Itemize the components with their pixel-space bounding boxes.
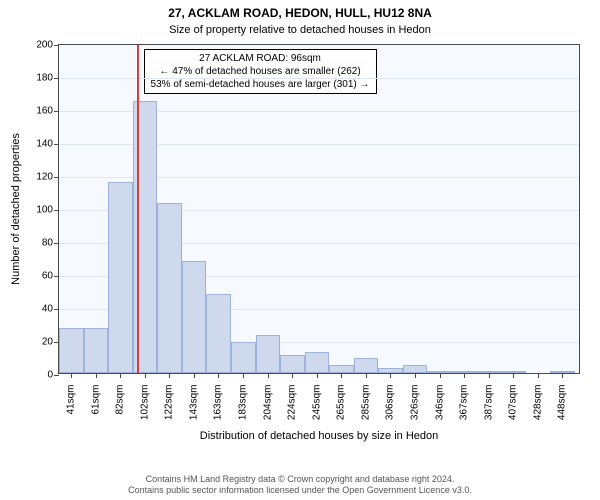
xtick-label: 183sqm [238,385,249,421]
ytick-mark [54,276,59,277]
xtick-label: 367sqm [459,385,470,421]
histogram-bar [403,365,428,373]
ytick-label: 60 [42,271,53,282]
ytick-mark [54,45,59,46]
xtick-label: 82sqm [115,385,126,415]
ytick-label: 20 [42,337,53,348]
reference-line [137,45,139,373]
histogram-bar [59,328,84,373]
ytick-mark [54,78,59,79]
ytick-label: 140 [36,139,53,150]
histogram-bar [280,355,305,373]
xtick-label: 224sqm [287,385,298,421]
xtick-label: 387sqm [483,385,494,421]
xtick-label: 143sqm [188,385,199,421]
xtick-mark [390,373,391,378]
credits-line2: Contains public sector information licen… [0,485,600,496]
chart-title: 27, ACKLAM ROAD, HEDON, HULL, HU12 8NA [0,6,600,20]
plot-area: 27 ACKLAM ROAD: 96sqm ← 47% of detached … [58,44,580,374]
histogram-bar [157,203,182,373]
xtick-mark [145,373,146,378]
ytick-label: 180 [36,73,53,84]
ytick-label: 200 [36,40,53,51]
histogram-bar [354,358,379,373]
histogram-bar [182,261,207,373]
ytick-label: 120 [36,172,53,183]
xtick-label: 265sqm [336,385,347,421]
xtick-mark [317,373,318,378]
ytick-label: 40 [42,304,53,315]
x-axis-label: Distribution of detached houses by size … [200,430,438,442]
xtick-mark [440,373,441,378]
xtick-mark [513,373,514,378]
histogram-bar [231,342,256,373]
histogram-bar [329,365,354,373]
xtick-mark [120,373,121,378]
annotation-line3: 53% of semi-detached houses are larger (… [151,78,370,91]
ytick-mark [54,375,59,376]
xtick-mark [243,373,244,378]
xtick-label: 41sqm [66,385,77,415]
annotation-line1: 27 ACKLAM ROAD: 96sqm [151,52,370,65]
xtick-label: 204sqm [262,385,273,421]
xtick-label: 102sqm [139,385,150,421]
xtick-mark [194,373,195,378]
xtick-label: 122sqm [164,385,175,421]
ytick-label: 100 [36,205,53,216]
xtick-mark [415,373,416,378]
y-axis-label: Number of detached properties [10,133,22,285]
histogram-bar [256,335,281,373]
histogram-bar [84,328,109,373]
histogram-bar [305,352,330,373]
xtick-mark [538,373,539,378]
xtick-label: 407sqm [508,385,519,421]
xtick-mark [96,373,97,378]
xtick-mark [366,373,367,378]
ytick-mark [54,309,59,310]
xtick-mark [489,373,490,378]
xtick-label: 448sqm [557,385,568,421]
xtick-mark [218,373,219,378]
ytick-label: 80 [42,238,53,249]
chart-subtitle: Size of property relative to detached ho… [0,24,600,36]
xtick-mark [464,373,465,378]
xtick-mark [71,373,72,378]
xtick-mark [292,373,293,378]
xtick-mark [341,373,342,378]
credits-line1: Contains HM Land Registry data © Crown c… [0,474,600,485]
xtick-mark [562,373,563,378]
ytick-label: 160 [36,106,53,117]
xtick-label: 163sqm [213,385,224,421]
xtick-label: 285sqm [360,385,371,421]
xtick-mark [268,373,269,378]
ytick-mark [54,210,59,211]
chart-container: 27, ACKLAM ROAD, HEDON, HULL, HU12 8NA S… [0,0,600,500]
histogram-bar [206,294,231,373]
xtick-label: 306sqm [385,385,396,421]
ytick-mark [54,177,59,178]
xtick-label: 326sqm [409,385,420,421]
xtick-label: 428sqm [532,385,543,421]
ytick-mark [54,144,59,145]
xtick-label: 346sqm [434,385,445,421]
ytick-label: 0 [47,370,53,381]
annotation-box: 27 ACKLAM ROAD: 96sqm ← 47% of detached … [144,49,377,94]
xtick-label: 245sqm [311,385,322,421]
xtick-label: 61sqm [90,385,101,415]
xtick-mark [169,373,170,378]
ytick-mark [54,243,59,244]
credits-text: Contains HM Land Registry data © Crown c… [0,474,600,497]
histogram-bar [108,182,133,373]
annotation-line2: ← 47% of detached houses are smaller (26… [151,65,370,78]
ytick-mark [54,111,59,112]
